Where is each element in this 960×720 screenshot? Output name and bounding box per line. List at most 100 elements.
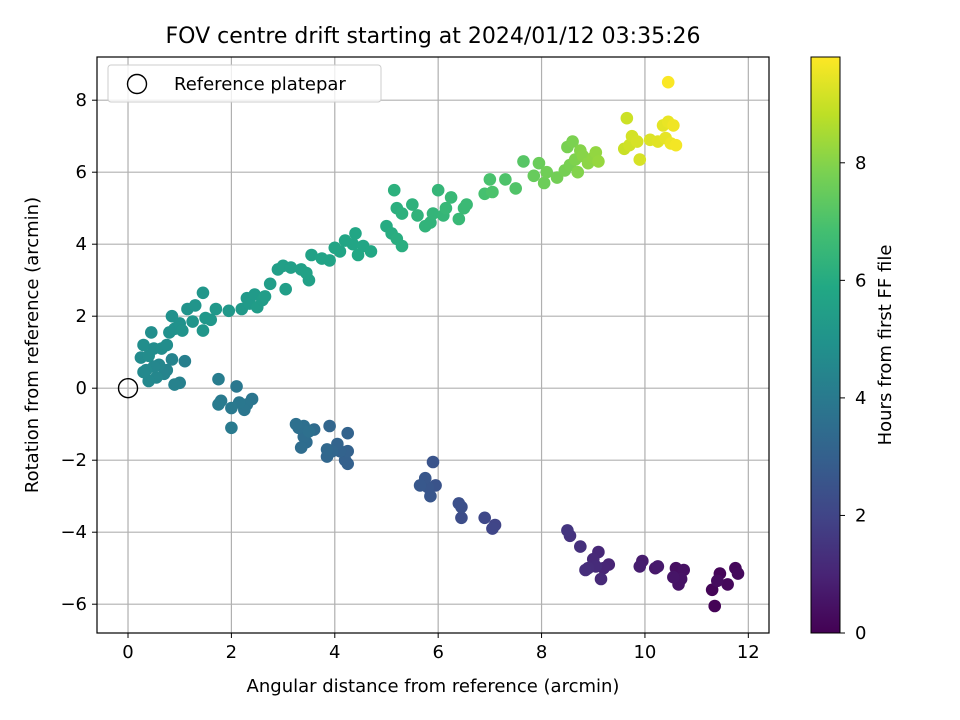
- x-tick-label: 8: [536, 642, 547, 663]
- data-point: [165, 353, 179, 366]
- y-tick-label: 2: [76, 306, 87, 327]
- data-point: [527, 169, 541, 183]
- data-point: [486, 185, 499, 199]
- data-point: [302, 425, 316, 438]
- data-point: [439, 201, 453, 215]
- data-point: [540, 165, 554, 179]
- x-tick-label: 4: [329, 642, 340, 663]
- data-point: [721, 578, 734, 591]
- data-point: [204, 313, 218, 327]
- data-point: [499, 173, 512, 186]
- data-point: [460, 198, 473, 211]
- data-point: [160, 338, 174, 352]
- data-point: [188, 299, 202, 312]
- data-point: [667, 570, 680, 584]
- legend-entry-reference: Reference platepar: [174, 74, 346, 95]
- data-point: [486, 522, 499, 535]
- x-axis-label: Angular distance from reference (arcmin): [247, 676, 620, 697]
- data-point: [349, 227, 362, 240]
- data-point: [395, 239, 409, 253]
- data-point: [300, 266, 313, 280]
- colorbar-label: Hours from first FF file: [875, 245, 896, 446]
- data-point: [667, 119, 680, 132]
- data-point: [196, 286, 210, 300]
- data-point: [566, 135, 579, 148]
- data-point: [594, 572, 608, 586]
- data-point: [483, 173, 497, 186]
- data-point: [222, 304, 236, 318]
- x-tick-label: 12: [737, 642, 760, 663]
- data-point: [137, 365, 150, 379]
- data-point: [426, 455, 440, 469]
- y-axis-label: Rotation from reference (arcmin): [22, 197, 43, 493]
- data-point: [387, 183, 401, 197]
- data-point: [517, 155, 530, 168]
- y-tick-label: 8: [76, 90, 87, 111]
- data-point: [346, 237, 360, 251]
- data-point: [532, 156, 546, 170]
- data-point: [323, 254, 336, 267]
- data-point: [561, 524, 574, 537]
- data-point: [431, 183, 445, 197]
- data-point: [452, 212, 466, 226]
- data-points: [134, 75, 745, 613]
- data-point: [711, 574, 724, 588]
- x-tick-label: 2: [226, 642, 237, 663]
- data-point: [633, 153, 647, 166]
- data-point: [168, 378, 181, 391]
- data-point: [144, 326, 158, 339]
- data-point: [579, 563, 592, 577]
- plot-frame: [96, 56, 770, 634]
- colorbar-tick-label: 2: [855, 505, 866, 526]
- x-tick-label: 6: [432, 642, 443, 663]
- y-tick-label: 0: [76, 378, 87, 399]
- colorbar-ticks: 0 2 4 6 8: [840, 153, 866, 644]
- data-point: [478, 511, 491, 525]
- reference-marker: [117, 378, 139, 399]
- data-point: [323, 419, 336, 433]
- data-point: [294, 441, 308, 454]
- data-point: [137, 338, 150, 352]
- data-point: [426, 207, 440, 220]
- legend-box: [107, 64, 382, 103]
- data-point: [225, 421, 238, 435]
- data-point: [661, 75, 675, 89]
- y-tick-label: −6: [60, 594, 87, 615]
- colorbar-tick-label: 8: [855, 153, 866, 174]
- data-point: [212, 398, 225, 411]
- data-point: [289, 417, 303, 431]
- data-point: [212, 372, 225, 386]
- data-point: [196, 324, 210, 337]
- data-point: [263, 277, 277, 291]
- y-tick-label: 4: [76, 234, 87, 255]
- colorbar-tick-label: 6: [855, 270, 866, 291]
- data-point: [225, 401, 238, 415]
- x-tick-label: 10: [633, 642, 656, 663]
- data-point: [630, 135, 644, 148]
- data-point: [444, 191, 458, 204]
- y-tick-label: 6: [76, 162, 87, 183]
- x-axis-ticks: 0 2 4 6 8 10 12: [122, 633, 760, 663]
- data-point: [320, 443, 334, 456]
- data-point: [364, 245, 378, 258]
- data-point: [305, 248, 318, 262]
- data-point: [592, 155, 605, 168]
- data-point: [175, 324, 189, 337]
- data-point: [571, 165, 585, 179]
- data-point: [333, 245, 347, 258]
- y-tick-label: −4: [60, 522, 87, 543]
- data-point: [669, 138, 683, 152]
- legend-marker-icon: [126, 73, 148, 95]
- data-point: [633, 560, 647, 573]
- data-point: [186, 315, 199, 328]
- data-point: [178, 354, 192, 368]
- data-point: [279, 282, 292, 296]
- legend: Reference platepar: [107, 64, 382, 103]
- data-point: [284, 261, 298, 274]
- data-point: [731, 567, 745, 580]
- data-point: [411, 209, 424, 222]
- data-point: [708, 599, 722, 613]
- data-point: [651, 560, 665, 573]
- data-point: [341, 426, 355, 440]
